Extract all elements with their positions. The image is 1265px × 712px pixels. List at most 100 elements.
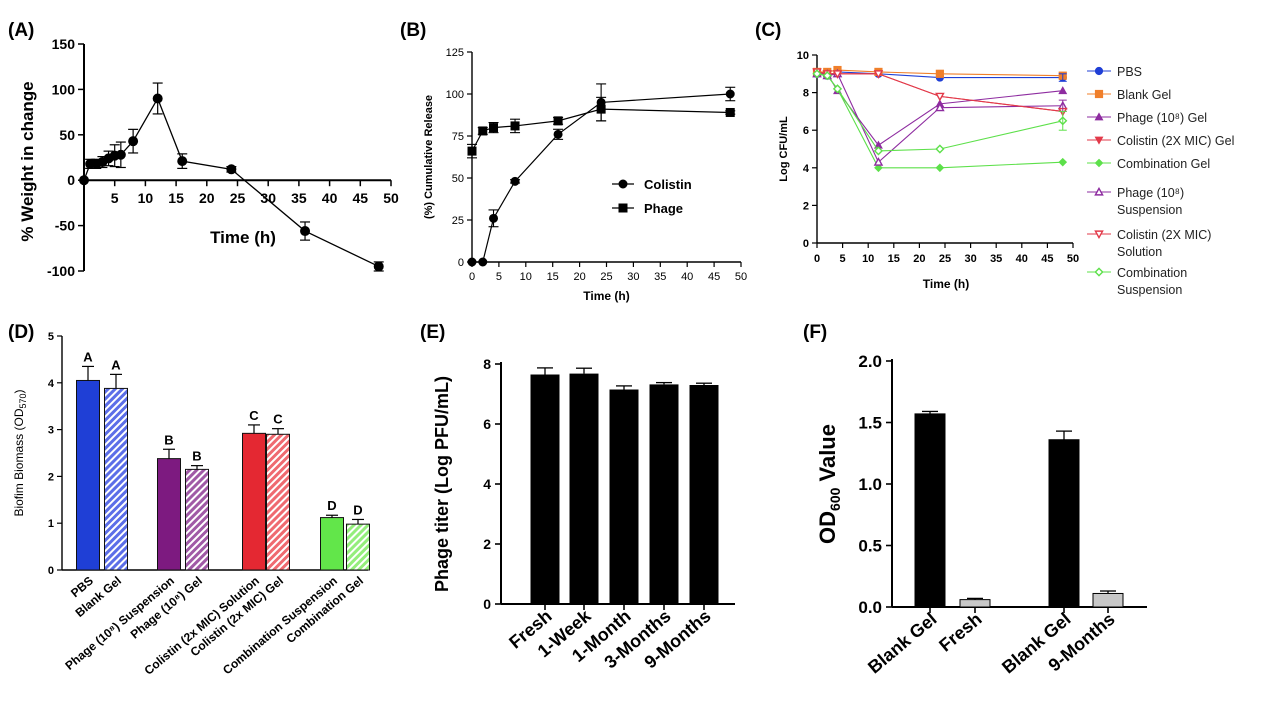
data-point [935,144,945,154]
y-tick-label: -50 [55,218,75,234]
y-tick-label: 50 [59,127,75,143]
legend-marker [1094,158,1104,168]
x-tick-label: 25 [230,190,246,206]
y-tick-label: 1 [48,518,54,530]
data-point [489,213,499,223]
x-tick-label: 45 [1041,253,1053,265]
x-tick-label: 20 [913,253,925,265]
data-point [832,70,843,79]
y-tick-label: 2 [48,471,54,483]
data-point [79,175,89,186]
data-point [873,146,884,156]
y-axis-label-tail: ) [12,389,26,393]
y-axis-label-tail: Value [815,424,840,488]
legend-marker [1094,230,1104,240]
x-tick-label: 25 [939,253,951,265]
legend-marker [618,203,628,213]
legend-label-line: Combination [1117,266,1187,280]
bar [266,433,290,571]
data-point [935,102,945,112]
x-tick-label: 50 [1067,253,1079,265]
bar [569,373,599,604]
x-tick-label: 45 [708,271,720,283]
y-tick-label: 100 [52,81,76,97]
x-axis-label: Time (h) [923,277,969,291]
data-point [596,104,606,114]
y-tick-label: 10 [797,50,809,62]
y-axis-label: % Weight in change [18,81,37,241]
significance-letter: D [327,498,336,513]
y-tick-label: -100 [47,263,75,279]
y-tick-label: 1.5 [858,414,882,433]
x-tick-label: 30 [260,190,276,206]
bar [1092,592,1124,608]
legend-label: Phage [644,201,683,216]
y-axis-label-sub: 570 [18,393,28,408]
legend-label: Blank Gel [1117,88,1171,102]
bar [609,389,639,604]
data-point [935,69,944,78]
x-tick-label: 10 [138,190,154,206]
legend-label-line: Suspension [1117,203,1182,217]
data-point [510,176,520,186]
panel-c-chart: (C) 0 2 4 6 8 10 0 5 10 15 20 25 30 35 40 45 50 Time (h) Lo… [755,20,1234,297]
data-point [873,157,884,166]
data-point [935,163,945,173]
data-point [812,69,822,79]
data-point [152,93,163,104]
y-axis-label: Log CFU/mL [778,116,790,182]
x-axis-label: Time (h) [210,228,276,247]
x-tick-label: 10 [862,253,874,265]
bar [242,432,266,571]
series-line [816,73,1063,169]
y-tick-label: 3 [48,425,54,437]
y-axis-label-sub: 600 [827,487,843,511]
significance-letter: A [111,357,121,372]
legend-label-line: Colistin (2X MIC) [1117,228,1211,242]
x-tick-label: 35 [654,271,666,283]
y-tick-label: 0.0 [858,598,882,617]
data-point [725,107,735,117]
bar [649,384,679,604]
x-tick-label: 30 [627,271,639,283]
data-point [115,149,126,160]
y-axis-label: Phage titer (Log PFU/mL) [432,376,452,592]
x-tick-label: 10 [520,271,532,283]
data-point [489,123,499,133]
significance-letter: B [164,432,173,447]
x-tick-label: 20 [199,190,215,206]
x-tick-label: 15 [547,271,559,283]
y-tick-label: 5 [48,331,54,343]
x-tick-label: 15 [168,190,184,206]
y-tick-label: 75 [452,131,464,143]
x-tick-label: 25 [600,271,612,283]
data-point [1058,86,1068,95]
y-tick-label: 4 [483,476,491,492]
x-tick-label: 5 [496,271,502,283]
legend-label-line: Solution [1117,245,1162,259]
panel-a-chart: (A) -100 -50 0 50 100 150 5 10 15 20 25 30 35 40 45 50 Ti… [8,20,399,279]
y-tick-label: 4 [803,163,810,175]
data-point [874,163,883,173]
x-tick-label: 30 [964,253,976,265]
bar [689,385,719,604]
y-tick-label: 150 [52,36,76,52]
y-tick-label: 0 [483,596,491,612]
panel-f-chart: (F) 0.0 0.5 1.0 1.5 2.0 OD600 Value Blank GelFr… [803,322,1147,677]
data-point [553,116,563,126]
data-point [226,164,237,175]
data-point [553,129,563,139]
data-point [725,89,735,99]
x-tick-label: 50 [383,190,399,206]
panel-label: (A) [8,20,34,41]
x-tick-label: 0 [469,271,475,283]
y-tick-label: 125 [446,47,464,59]
x-tick-label: 40 [681,271,693,283]
significance-letter: C [249,408,259,423]
legend-label: Colistin [644,177,692,192]
data-point [128,136,139,147]
data-point [478,126,488,136]
y-axis-label-main: Biofim Biomass (OD [12,408,26,516]
